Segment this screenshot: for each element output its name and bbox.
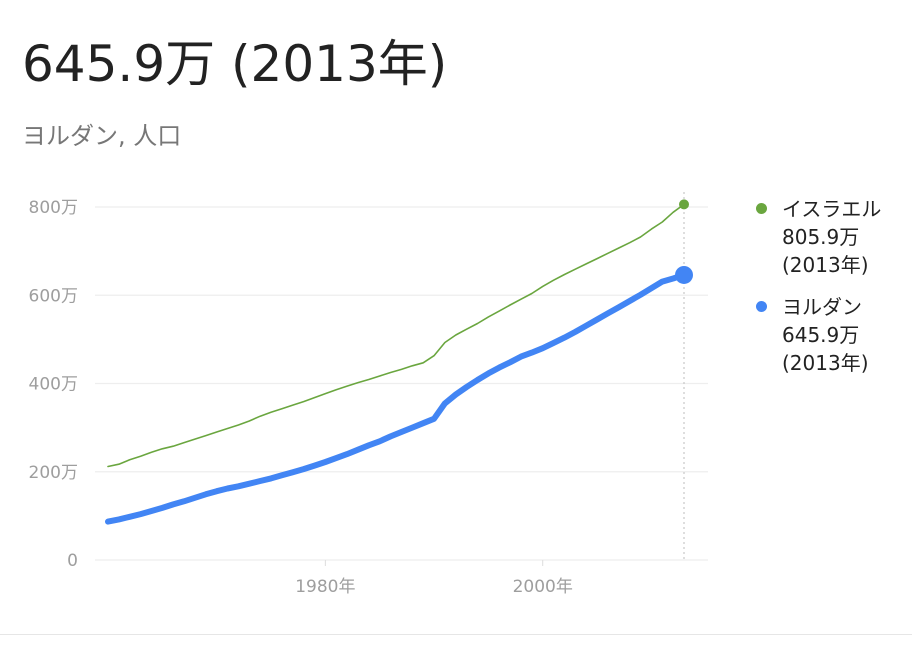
y-tick-label: 600万: [29, 286, 78, 306]
y-tick-label: 0: [67, 551, 78, 571]
legend-value: 645.9万: [782, 323, 860, 347]
headline: 645.9万 (2013年): [22, 24, 447, 96]
series-line-1: [105, 272, 687, 525]
end-point-marker: [675, 265, 693, 284]
legend-item-jordan[interactable]: ヨルダン 645.9万 (2013年): [756, 293, 881, 377]
bottom-divider: [0, 634, 912, 635]
y-tick-label: 200万: [29, 463, 78, 483]
legend-value: 805.9万: [782, 225, 860, 249]
israel-dot-icon: [756, 203, 767, 214]
population-line-chart: 0 200万 400万 600万 800万 1980年 2000年: [29, 192, 708, 597]
x-tick-label: 2000年: [513, 577, 573, 597]
legend-item-israel[interactable]: イスラエル 805.9万 (2013年): [756, 195, 881, 279]
headline-value: 645.9万: [22, 35, 216, 93]
series-line-0: [107, 203, 685, 468]
legend-name: ヨルダン: [782, 295, 862, 319]
jordan-dot-icon: [756, 301, 767, 312]
legend: イスラエル 805.9万 (2013年) ヨルダン 645.9万 (2013年): [756, 195, 881, 391]
end-point-marker: [679, 199, 689, 210]
y-tick-label: 400万: [29, 375, 78, 395]
subtitle: ヨルダン, 人口: [22, 122, 182, 150]
legend-year: (2013年): [782, 253, 869, 277]
y-tick-label: 800万: [29, 198, 78, 218]
headline-year: (2013年): [231, 35, 448, 93]
legend-year: (2013年): [782, 351, 869, 375]
x-tick-label: 1980年: [295, 577, 355, 597]
legend-name: イスラエル: [782, 197, 882, 221]
